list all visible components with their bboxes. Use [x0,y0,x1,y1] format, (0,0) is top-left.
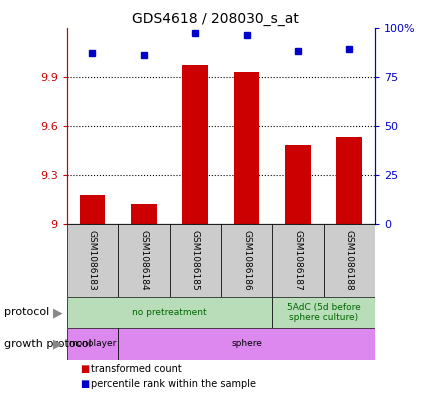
Bar [67,224,118,297]
Bar [118,224,169,297]
Bar [272,224,323,297]
Text: GSM1086187: GSM1086187 [293,230,302,290]
Text: 5AdC (5d before
sphere culture): 5AdC (5d before sphere culture) [286,303,359,322]
Text: monolayer: monolayer [68,340,117,348]
Text: GSM1086186: GSM1086186 [242,230,251,290]
Bar [67,328,118,360]
Text: ▶: ▶ [53,306,63,319]
Text: no pretreatment: no pretreatment [132,308,206,317]
Text: GSM1086185: GSM1086185 [190,230,199,290]
Text: GSM1086184: GSM1086184 [139,230,148,290]
Text: sphere: sphere [230,340,261,348]
Bar [118,328,374,360]
Bar [272,297,374,328]
Text: percentile rank within the sample: percentile rank within the sample [90,379,255,389]
Text: GSM1086183: GSM1086183 [88,230,97,290]
Bar [323,224,374,297]
Bar [221,224,272,297]
Bar [336,137,361,224]
Text: GSM1086188: GSM1086188 [344,230,353,290]
Text: growth protocol: growth protocol [4,339,92,349]
Bar [131,204,157,224]
Bar [284,145,310,224]
Bar [182,65,208,224]
Bar [233,72,259,224]
Bar [169,224,220,297]
Text: transformed count: transformed count [90,364,181,375]
Text: ▶: ▶ [53,337,63,351]
Text: GDS4618 / 208030_s_at: GDS4618 / 208030_s_at [132,12,298,26]
Bar [67,297,272,328]
Text: ■: ■ [80,364,89,375]
Text: protocol: protocol [4,307,49,318]
Text: ■: ■ [80,379,89,389]
Bar [80,195,105,224]
